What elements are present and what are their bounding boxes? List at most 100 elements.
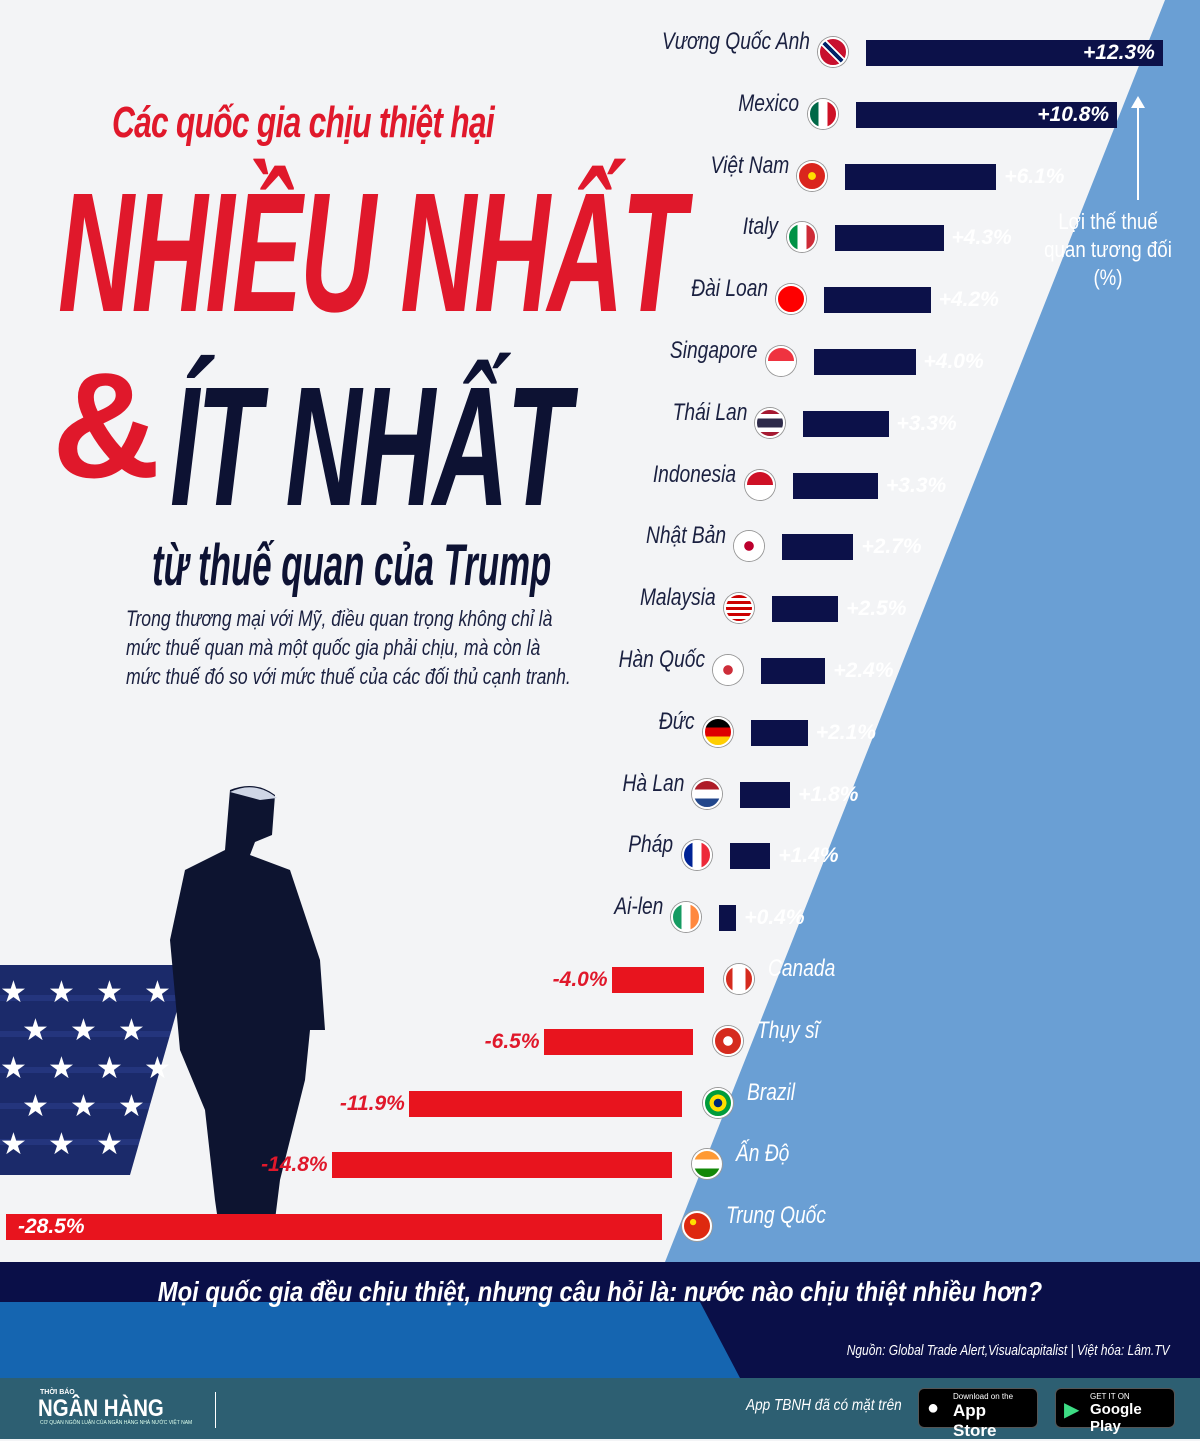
country-label: Canada bbox=[767, 955, 835, 982]
bar bbox=[845, 163, 997, 190]
title-line-1: Các quốc gia chịu thiệt hại bbox=[112, 98, 495, 147]
bar bbox=[792, 472, 879, 499]
question-band-blue bbox=[0, 1302, 740, 1378]
value-label: +2.4% bbox=[833, 659, 894, 682]
flag-icon bbox=[797, 160, 827, 191]
google-play-label: Google Play bbox=[1090, 1401, 1142, 1435]
bar bbox=[834, 225, 944, 252]
star-icon: ★ bbox=[22, 1090, 49, 1123]
description: Trong thương mại với Mỹ, điều quan trọng… bbox=[126, 606, 571, 689]
bar bbox=[771, 596, 839, 623]
trump-silhouette bbox=[170, 786, 325, 1235]
star-icon: ★ bbox=[0, 976, 27, 1009]
bar bbox=[331, 1152, 672, 1179]
flag-icon bbox=[734, 531, 764, 562]
country-label: Ai-len bbox=[613, 893, 663, 921]
value-label: +3.3% bbox=[886, 473, 947, 497]
bar bbox=[761, 658, 826, 684]
title-ampersand: & bbox=[52, 341, 161, 509]
star-icon: ★ bbox=[48, 1052, 75, 1085]
bar bbox=[6, 1214, 662, 1241]
source-credit: Nguồn: Global Trade Alert,Visualcapitali… bbox=[847, 1342, 1170, 1359]
country-label: Ấn Độ bbox=[736, 1140, 790, 1168]
star-icon: ★ bbox=[48, 1128, 75, 1161]
star-icon: ★ bbox=[118, 1014, 145, 1047]
bar bbox=[782, 534, 854, 561]
bar bbox=[855, 101, 1118, 128]
country-label: Việt Nam bbox=[710, 151, 789, 179]
country-label: Hà Lan bbox=[622, 769, 684, 797]
value-label: +3.3% bbox=[896, 411, 957, 435]
flag-icon bbox=[681, 1211, 712, 1242]
country-label: Pháp bbox=[628, 831, 674, 859]
app-store-button[interactable]: ● Download on the App Store bbox=[918, 1388, 1038, 1440]
title-least: ÍT NHẤT bbox=[170, 352, 571, 542]
star-icon: ★ bbox=[96, 1128, 123, 1161]
star-icon: ★ bbox=[0, 1052, 27, 1085]
value-label: +6.1% bbox=[1004, 164, 1065, 188]
logo-subtitle: CƠ QUAN NGÔN LUẬN CỦA NGÂN HÀNG NHÀ NƯỚC… bbox=[40, 1420, 193, 1426]
country-label: Vương Quốc Anh bbox=[662, 28, 810, 55]
star-icon: ★ bbox=[144, 1052, 171, 1085]
value-label: +2.5% bbox=[846, 597, 907, 621]
country-label: Nhật Bản bbox=[645, 522, 726, 550]
flag-icon bbox=[702, 1087, 733, 1118]
bar bbox=[543, 1028, 693, 1055]
country-label: Indonesia bbox=[653, 460, 737, 488]
value-label: +1.8% bbox=[798, 782, 859, 806]
flag-icon bbox=[776, 284, 806, 315]
flag-icon bbox=[702, 716, 733, 747]
value-label: -28.5% bbox=[18, 1215, 85, 1239]
star-icon: ★ bbox=[48, 976, 75, 1009]
flag-icon bbox=[786, 222, 817, 253]
axis-label: Lợi thế thuế quan tương đối (%) bbox=[1044, 209, 1172, 290]
axis-arrow-line bbox=[1137, 100, 1139, 200]
star-icon: ★ bbox=[22, 1014, 49, 1047]
value-label: +4.3% bbox=[951, 226, 1012, 250]
flag-icon bbox=[713, 655, 743, 685]
country-label: Singapore bbox=[669, 337, 758, 364]
flag-icon bbox=[744, 469, 775, 500]
value-label: +12.3% bbox=[1083, 41, 1155, 64]
star-icon: ★ bbox=[0, 1128, 27, 1161]
apple-icon: ● bbox=[927, 1397, 940, 1419]
value-label: +4.0% bbox=[923, 350, 984, 373]
bar bbox=[866, 40, 1164, 66]
divider bbox=[215, 1392, 216, 1428]
country-label: Malaysia bbox=[639, 584, 716, 612]
flag-icon bbox=[807, 98, 838, 129]
value-label: -6.5% bbox=[484, 1029, 540, 1053]
country-label: Đài Loan bbox=[691, 275, 768, 303]
star-icon: ★ bbox=[96, 1052, 123, 1085]
bar bbox=[750, 719, 808, 746]
star-icon: ★ bbox=[96, 976, 123, 1009]
country-label: Đức bbox=[658, 707, 695, 735]
bar bbox=[611, 967, 704, 993]
logo-top: THỜI BÁO bbox=[40, 1389, 75, 1396]
bar bbox=[719, 905, 737, 932]
google-play-button[interactable]: ▶ GET IT ON Google Play bbox=[1055, 1388, 1175, 1435]
flag-icon bbox=[671, 902, 701, 933]
value-label: -4.0% bbox=[552, 968, 608, 991]
bar bbox=[729, 843, 771, 870]
play-icon: ▶ bbox=[1064, 1399, 1080, 1421]
value-label: +4.2% bbox=[938, 288, 999, 312]
logo[interactable]: NGÂN HÀNG bbox=[38, 1395, 164, 1422]
arrow-up-icon bbox=[1131, 96, 1145, 108]
country-label: Hàn Quốc bbox=[618, 646, 705, 673]
country-label: Thụy sĩ bbox=[757, 1016, 819, 1044]
flag-icon bbox=[713, 1025, 743, 1056]
title-subtitle: từ thuế quan của Trump bbox=[152, 533, 552, 598]
value-label: +2.1% bbox=[815, 720, 876, 744]
value-label: -11.9% bbox=[339, 1091, 405, 1115]
bar bbox=[824, 287, 931, 314]
flag-icon bbox=[765, 346, 796, 376]
flag-icon bbox=[723, 964, 754, 994]
country-label: Thái Lan bbox=[672, 398, 747, 426]
star-icon: ★ bbox=[70, 1014, 97, 1047]
bar bbox=[740, 781, 791, 808]
app-store-small: Download on the bbox=[953, 1392, 1014, 1401]
country-label: Mexico bbox=[738, 89, 800, 117]
country-label: Brazil bbox=[746, 1078, 795, 1106]
flag-icon bbox=[818, 37, 848, 67]
